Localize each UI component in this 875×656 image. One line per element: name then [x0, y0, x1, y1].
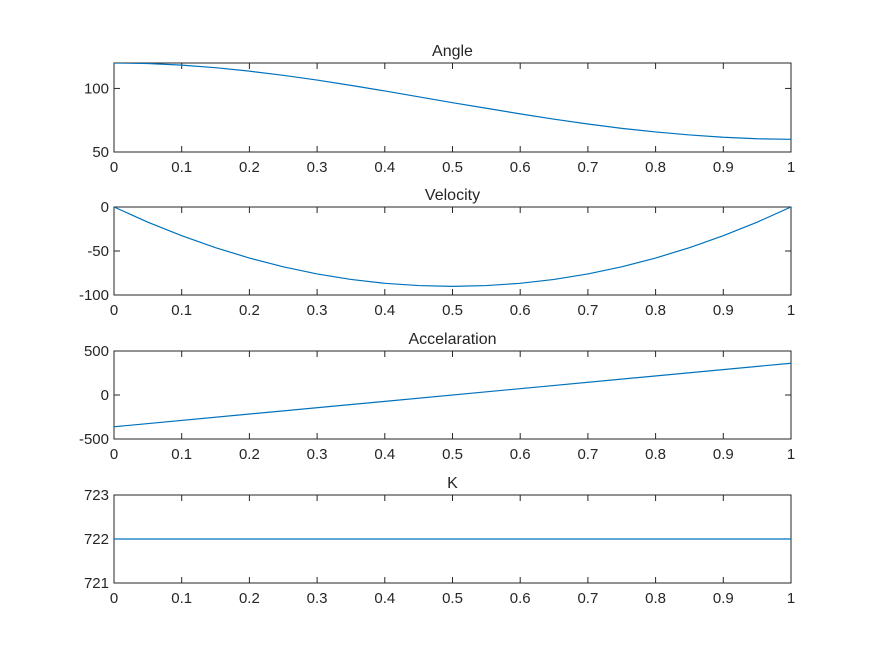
angle-x-tick-label: 0 [110, 159, 118, 176]
k-x-tick-label: 0.8 [645, 590, 666, 607]
accelaration-x-tick-label: 0.1 [171, 446, 192, 463]
k-x-tick-label: 0.5 [442, 590, 463, 607]
k-x-tick-label: 0.9 [713, 590, 734, 607]
velocity-x-tick-label: 0.6 [510, 302, 531, 319]
velocity-y-tick-label: -50 [87, 243, 109, 260]
angle-x-tick-label: 0.9 [713, 159, 734, 176]
k-y-tick-label: 722 [84, 531, 109, 548]
angle-x-tick-label: 0.5 [442, 159, 463, 176]
velocity-x-tick-label: 0.4 [374, 302, 395, 319]
velocity-subplot: Velocity 0 0.1 0.2 0.3 0.4 0.5 0.6 0.7 0.8 0.9 1 -10… [79, 187, 795, 319]
angle-x-tick-label: 0.8 [645, 159, 666, 176]
accelaration-x-tick-label: 0.7 [577, 446, 598, 463]
velocity-x-tick-label: 0.7 [577, 302, 598, 319]
accelaration-series-line [114, 362, 791, 428]
velocity-x-tick-label: 0 [110, 302, 118, 319]
velocity-x-tick-label: 1 [787, 302, 795, 319]
angle-x-tick-label: 0.1 [171, 159, 192, 176]
velocity-series-line [114, 207, 791, 287]
k-x-tick-label: 0.3 [307, 590, 328, 607]
accelaration-x-tick-label: 0.9 [713, 446, 734, 463]
accelaration-subplot: Accelaration 0 0.1 0.2 0.3 0.4 0.5 0.6 0.7 0.8 0.9… [79, 331, 795, 463]
velocity-x-tick-label: 0.2 [239, 302, 260, 319]
velocity-axes-box [113, 206, 792, 296]
angle-y-tick-label: 50 [92, 144, 109, 161]
k-x-tick-label: 0.6 [510, 590, 531, 607]
k-y-tick-label: 721 [84, 575, 109, 592]
angle-series-line [114, 63, 791, 140]
velocity-x-tick-label: 0.9 [713, 302, 734, 319]
accelaration-x-tick-label: 1 [787, 446, 795, 463]
accelaration-y-tick-label: 0 [101, 387, 109, 404]
angle-x-tick-label: 0.2 [239, 159, 260, 176]
k-x-tick-label: 1 [787, 590, 795, 607]
angle-subplot: Angle 0 0.1 0.2 0.3 0.4 0.5 0.6 0.7 0.8 0.9 1 50 100 [84, 43, 795, 176]
k-title: K [447, 475, 458, 492]
velocity-y-tick-label: 0 [101, 199, 109, 216]
angle-title: Angle [432, 43, 473, 60]
angle-x-tick-label: 0.3 [307, 159, 328, 176]
accelaration-x-tick-label: 0 [110, 446, 118, 463]
accelaration-x-tick-label: 0.4 [374, 446, 395, 463]
accelaration-x-tick-label: 0.3 [307, 446, 328, 463]
angle-x-tick-label: 1 [787, 159, 795, 176]
velocity-x-tick-label: 0.5 [442, 302, 463, 319]
angle-x-tick-label: 0.7 [577, 159, 598, 176]
accelaration-y-tick-label: 500 [84, 343, 109, 360]
accelaration-title: Accelaration [408, 331, 496, 348]
angle-x-tick-label: 0.4 [374, 159, 395, 176]
velocity-x-tick-label: 0.3 [307, 302, 328, 319]
angle-x-tick-label: 0.6 [510, 159, 531, 176]
k-x-tick-label: 0 [110, 590, 118, 607]
velocity-title: Velocity [425, 187, 480, 204]
k-x-tick-label: 0.7 [577, 590, 598, 607]
accelaration-y-tick-label: -500 [79, 431, 109, 448]
accelaration-x-tick-label: 0.5 [442, 446, 463, 463]
velocity-x-tick-label: 0.1 [171, 302, 192, 319]
k-x-tick-label: 0.1 [171, 590, 192, 607]
velocity-y-tick-label: -100 [79, 287, 109, 304]
angle-y-tick-label: 100 [84, 80, 109, 97]
k-y-tick-label: 723 [84, 487, 109, 504]
k-subplot: K 0 0.1 0.2 0.3 0.4 0.5 0.6 0.7 0.8 0.9 1 721 722 723 [84, 475, 795, 607]
accelaration-x-tick-label: 0.6 [510, 446, 531, 463]
accelaration-x-tick-label: 0.2 [239, 446, 260, 463]
accelaration-x-tick-label: 0.8 [645, 446, 666, 463]
angle-axes-box [113, 62, 792, 153]
k-x-tick-label: 0.2 [239, 590, 260, 607]
velocity-x-tick-label: 0.8 [645, 302, 666, 319]
k-x-tick-label: 0.4 [374, 590, 395, 607]
